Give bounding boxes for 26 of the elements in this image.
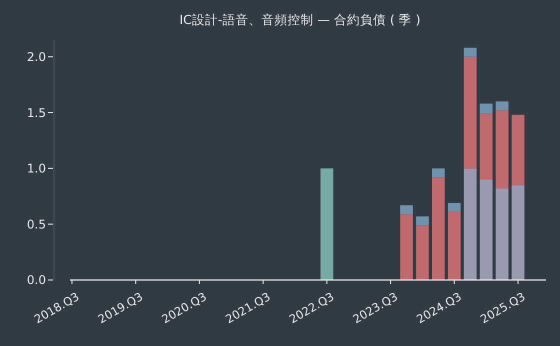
bar (480, 104, 493, 114)
bar (480, 180, 493, 280)
bar (416, 225, 429, 280)
bar (448, 212, 461, 280)
chart-title: IC設計-語音、音頻控制 — 合約負債 ( 季 ) (179, 12, 421, 27)
bar (480, 114, 493, 180)
bar (400, 214, 413, 280)
bar (464, 168, 477, 280)
bar (464, 48, 477, 57)
bar (512, 185, 524, 280)
bar (400, 205, 413, 214)
bar (496, 110, 508, 188)
y-tick-label: 1.0 (26, 162, 46, 176)
bar (496, 101, 508, 110)
bar (432, 168, 445, 178)
bar (464, 56, 477, 168)
bar (416, 216, 429, 226)
y-tick-label: 2.0 (26, 50, 46, 64)
bar (496, 188, 508, 280)
y-tick-label: 1.5 (26, 106, 46, 120)
bar (320, 168, 334, 280)
bar (512, 114, 524, 186)
bar (448, 202, 461, 212)
bar (432, 177, 445, 280)
y-tick-label: 0.5 (26, 217, 46, 232)
y-tick-label: 0.0 (26, 273, 46, 288)
